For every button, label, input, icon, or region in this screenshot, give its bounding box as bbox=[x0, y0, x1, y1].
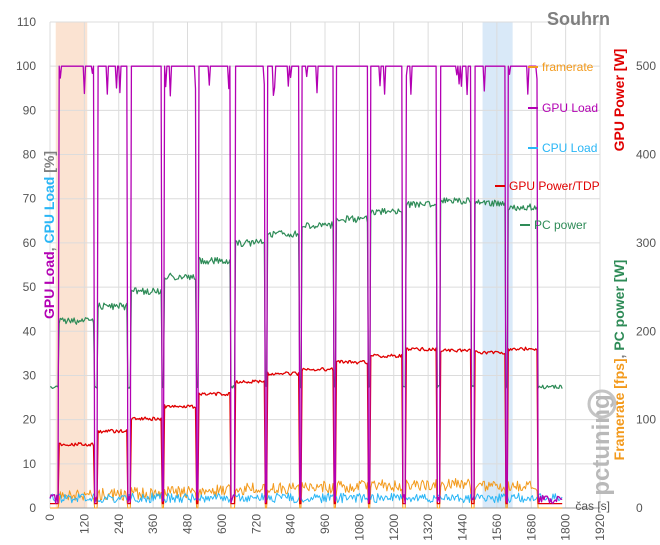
right-axis-title-sep: , bbox=[611, 351, 627, 359]
right-axis: 0 100 200 300 400 500 bbox=[636, 59, 656, 515]
series-pc-power bbox=[50, 197, 563, 390]
right-axis-title-outer: GPU Power [W] bbox=[611, 49, 627, 152]
pctuning-watermark: pctuning bbox=[587, 389, 617, 496]
legend-label: GPU Load bbox=[542, 101, 598, 115]
shaded-regions bbox=[55, 22, 513, 508]
x-axis: 0 120 240 360 480 600 720 840 960 1080 1200 1320 144… bbox=[43, 514, 607, 541]
series-framerate bbox=[50, 478, 563, 509]
series-gpu-load bbox=[49, 65, 563, 505]
right-axis-title-pcpower: PC power [W] bbox=[611, 260, 627, 351]
x-tick-label: 1200 bbox=[387, 514, 401, 541]
y-left-tick-label: 90 bbox=[23, 103, 37, 117]
right-axis-title-fps: Framerate [fps] bbox=[611, 358, 627, 460]
y-left-tick-label: 60 bbox=[23, 236, 37, 250]
y-right-tick-label: 400 bbox=[636, 148, 656, 162]
grid bbox=[49, 21, 601, 509]
y-left-tick-label: 40 bbox=[23, 324, 37, 338]
chart-title: Souhrn bbox=[547, 9, 610, 29]
y-left-tick-label: 30 bbox=[23, 368, 37, 382]
left-axis-title-unit: [%] bbox=[41, 151, 57, 177]
x-tick-label: 600 bbox=[215, 514, 229, 534]
y-left-tick-label: 20 bbox=[23, 413, 37, 427]
right-axis-title-gpupower: GPU Power bbox=[611, 75, 627, 152]
left-axis: 0 10 20 30 40 50 60 70 80 90 100 110 bbox=[16, 15, 36, 515]
legend-label: PC power bbox=[534, 218, 587, 232]
right-axis-title-inner: Framerate [fps], PC power [W] bbox=[611, 260, 627, 461]
y-left-tick-label: 10 bbox=[23, 457, 37, 471]
y-right-tick-label: 300 bbox=[636, 236, 656, 250]
y-right-tick-label: 0 bbox=[636, 501, 643, 515]
watermark-text: pctuning bbox=[588, 394, 615, 495]
x-tick-label: 1920 bbox=[593, 514, 607, 541]
x-tick-label: 720 bbox=[249, 514, 263, 534]
series-cpu-load bbox=[49, 492, 563, 504]
right-axis-title-gpupower-unit: [W] bbox=[611, 49, 627, 75]
x-tick-label: 360 bbox=[146, 514, 160, 534]
x-tick-label: 1800 bbox=[559, 514, 573, 541]
left-axis-title-gpu: GPU Load bbox=[41, 251, 57, 319]
shaded-region-0 bbox=[55, 22, 88, 508]
y-left-tick-label: 70 bbox=[23, 192, 37, 206]
legend-label: CPU Load bbox=[542, 141, 597, 155]
x-tick-label: 840 bbox=[284, 514, 298, 534]
legend-label: framerate bbox=[542, 60, 594, 74]
x-tick-label: 1320 bbox=[421, 514, 435, 541]
x-tick-label: 960 bbox=[318, 514, 332, 534]
x-tick-label: 1680 bbox=[524, 514, 538, 541]
y-left-tick-label: 100 bbox=[16, 59, 36, 73]
x-tick-label: 240 bbox=[112, 514, 126, 534]
x-tick-label: 1080 bbox=[352, 514, 366, 541]
x-tick-label: 1440 bbox=[456, 514, 470, 541]
x-tick-label: 120 bbox=[77, 514, 91, 534]
left-axis-title: GPU Load, CPU Load [%] bbox=[41, 151, 57, 319]
legend: framerate GPU Load CPU Load GPU Power/TDP PC… bbox=[495, 60, 600, 232]
x-tick-label: 1560 bbox=[490, 514, 504, 541]
x-tick-label: 0 bbox=[43, 514, 57, 521]
x-tick-label: 480 bbox=[181, 514, 195, 534]
x-axis-title: čas [s] bbox=[575, 499, 610, 513]
y-left-tick-label: 110 bbox=[17, 15, 36, 29]
watermark-ring-icon bbox=[587, 389, 617, 419]
y-left-tick-label: 80 bbox=[23, 148, 37, 162]
left-axis-title-sep: , bbox=[41, 244, 57, 252]
series-gpu-power bbox=[50, 346, 563, 505]
y-right-tick-label: 200 bbox=[636, 324, 656, 338]
y-right-tick-label: 500 bbox=[636, 59, 656, 73]
y-right-tick-label: 100 bbox=[636, 413, 656, 427]
y-left-tick-label: 0 bbox=[29, 501, 36, 515]
y-left-tick-label: 50 bbox=[23, 280, 37, 294]
series-lines bbox=[49, 65, 563, 509]
legend-label: GPU Power/TDP bbox=[509, 179, 600, 193]
left-axis-title-cpu: CPU Load bbox=[41, 177, 57, 244]
